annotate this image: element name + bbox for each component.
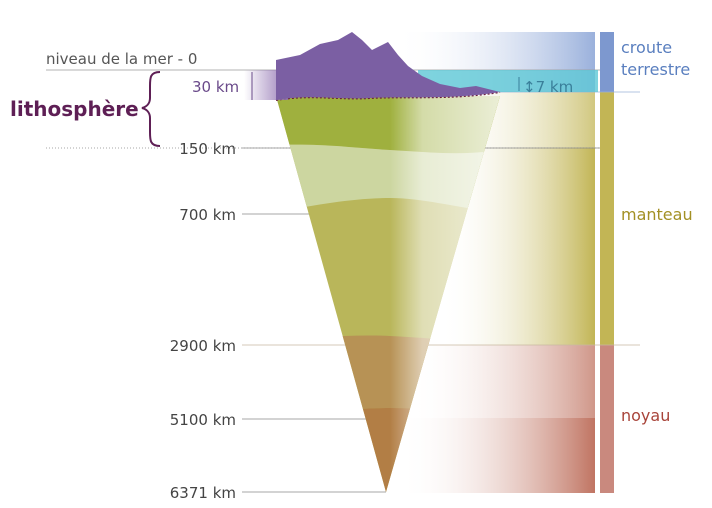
core-band-outer — [410, 345, 595, 418]
core-bar — [600, 345, 614, 493]
oceanic-depth-label: ↕7 km — [523, 78, 573, 96]
mantle-label: manteau — [621, 205, 693, 224]
sea-level-label: niveau de la mer - 0 — [46, 50, 197, 68]
depth-label-700: 700 km — [179, 206, 236, 224]
continent — [276, 32, 500, 100]
ocean — [418, 70, 598, 92]
crust-bar — [600, 32, 614, 92]
core-band-inner — [400, 418, 595, 493]
depth-label-150: 150 km — [179, 140, 236, 158]
crust-label-line1: croute — [621, 38, 672, 57]
depth-label-2900: 2900 km — [170, 337, 236, 355]
continental-depth-label: 30 km — [192, 78, 239, 96]
crust-label-line2: terrestre — [621, 60, 690, 79]
mantle-bar — [600, 92, 614, 345]
lithosphere-label: lithosphère — [10, 97, 139, 121]
core-label: noyau — [621, 406, 670, 425]
depth-label-5100: 5100 km — [170, 411, 236, 429]
lithosphere-brace — [141, 71, 161, 147]
depth-label-6371: 6371 km — [170, 484, 236, 502]
